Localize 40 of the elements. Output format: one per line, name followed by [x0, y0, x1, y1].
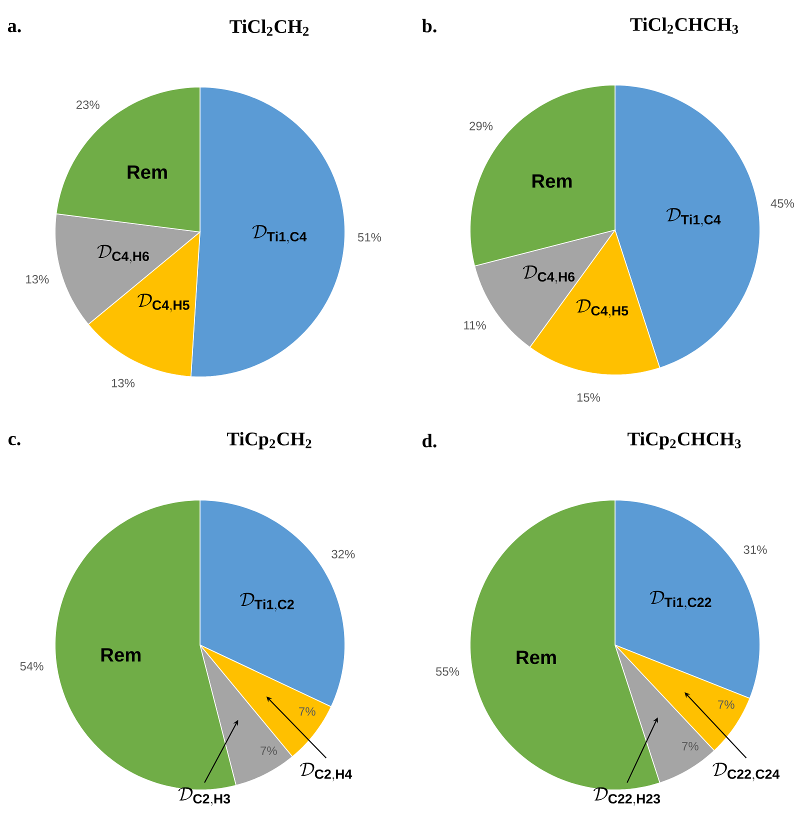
slice-label: $\mathcal{D}_{\mathbf{Ti1,C4}}$	[252, 225, 307, 244]
data-label: 55%	[436, 667, 460, 676]
chart-title: TiCp$_{2}$CH$_{2}$	[226, 432, 312, 450]
data-label: 54%	[20, 662, 44, 670]
slice-label: $\textbf{Rem}$	[128, 165, 167, 179]
data-label: 32%	[332, 550, 355, 558]
slice-label: $\textbf{Rem}$	[101, 648, 141, 662]
chart-title: TiCl$_{2}$CH$_{2}$	[230, 20, 309, 36]
chart-title: TiCp$_{2}$CHCH$_{3}$	[628, 432, 741, 450]
chart-title: TiCl$_{2}$CHCH$_{3}$	[630, 17, 738, 34]
data-label: 51%	[358, 233, 382, 242]
data-label: 7%	[682, 742, 698, 750]
slice-label: $\mathcal{D}_{\mathbf{Ti1,C4}}$	[666, 208, 721, 227]
slice-label: $\mathcal{D}_{\mathbf{C4,H5}}$	[138, 294, 190, 312]
data-label: 13%	[26, 275, 49, 284]
slice-label: $\mathcal{D}_{\mathbf{Ti1,C22}}$	[650, 590, 712, 610]
data-label: 11%	[464, 321, 486, 330]
slice-label: $\mathcal{D}_{\mathbf{Ti1,C2}}$	[240, 592, 294, 612]
slice-label: $\textbf{Rem}$	[532, 174, 572, 188]
slice-label: $\mathcal{D}_{\mathbf{C4,H6}}$	[97, 244, 149, 264]
data-label: 7%	[718, 700, 734, 709]
slice-label: $\mathcal{D}_{\mathbf{C22,H23}}$	[593, 787, 660, 806]
data-label: 31%	[744, 545, 767, 554]
data-label: 13%	[112, 378, 135, 388]
slice-label: $\textbf{Rem}$	[516, 650, 556, 664]
slice-label: $\mathcal{D}_{\mathbf{C2,H4}}$	[300, 762, 352, 782]
data-label: 15%	[577, 393, 600, 402]
slice-label: $\mathcal{D}_{\mathbf{C22,C24}}$	[712, 762, 780, 782]
data-label: 23%	[76, 100, 100, 110]
data-label: 29%	[470, 122, 493, 130]
text: a.	[8, 22, 21, 32]
text: d.	[422, 434, 436, 448]
data-label: 7%	[299, 707, 316, 716]
data-label: 45%	[770, 199, 794, 208]
slice-label: $\mathcal{D}_{\mathbf{C2,H3}}$	[178, 787, 230, 806]
slice-label: $\mathcal{D}_{\mathbf{C4,H5}}$	[576, 299, 628, 318]
slice-label: $\mathcal{D}_{\mathbf{C4,H6}}$	[522, 266, 575, 284]
data-label: 7%	[260, 746, 277, 755]
text: c.	[8, 436, 20, 446]
text: b.	[422, 18, 436, 32]
